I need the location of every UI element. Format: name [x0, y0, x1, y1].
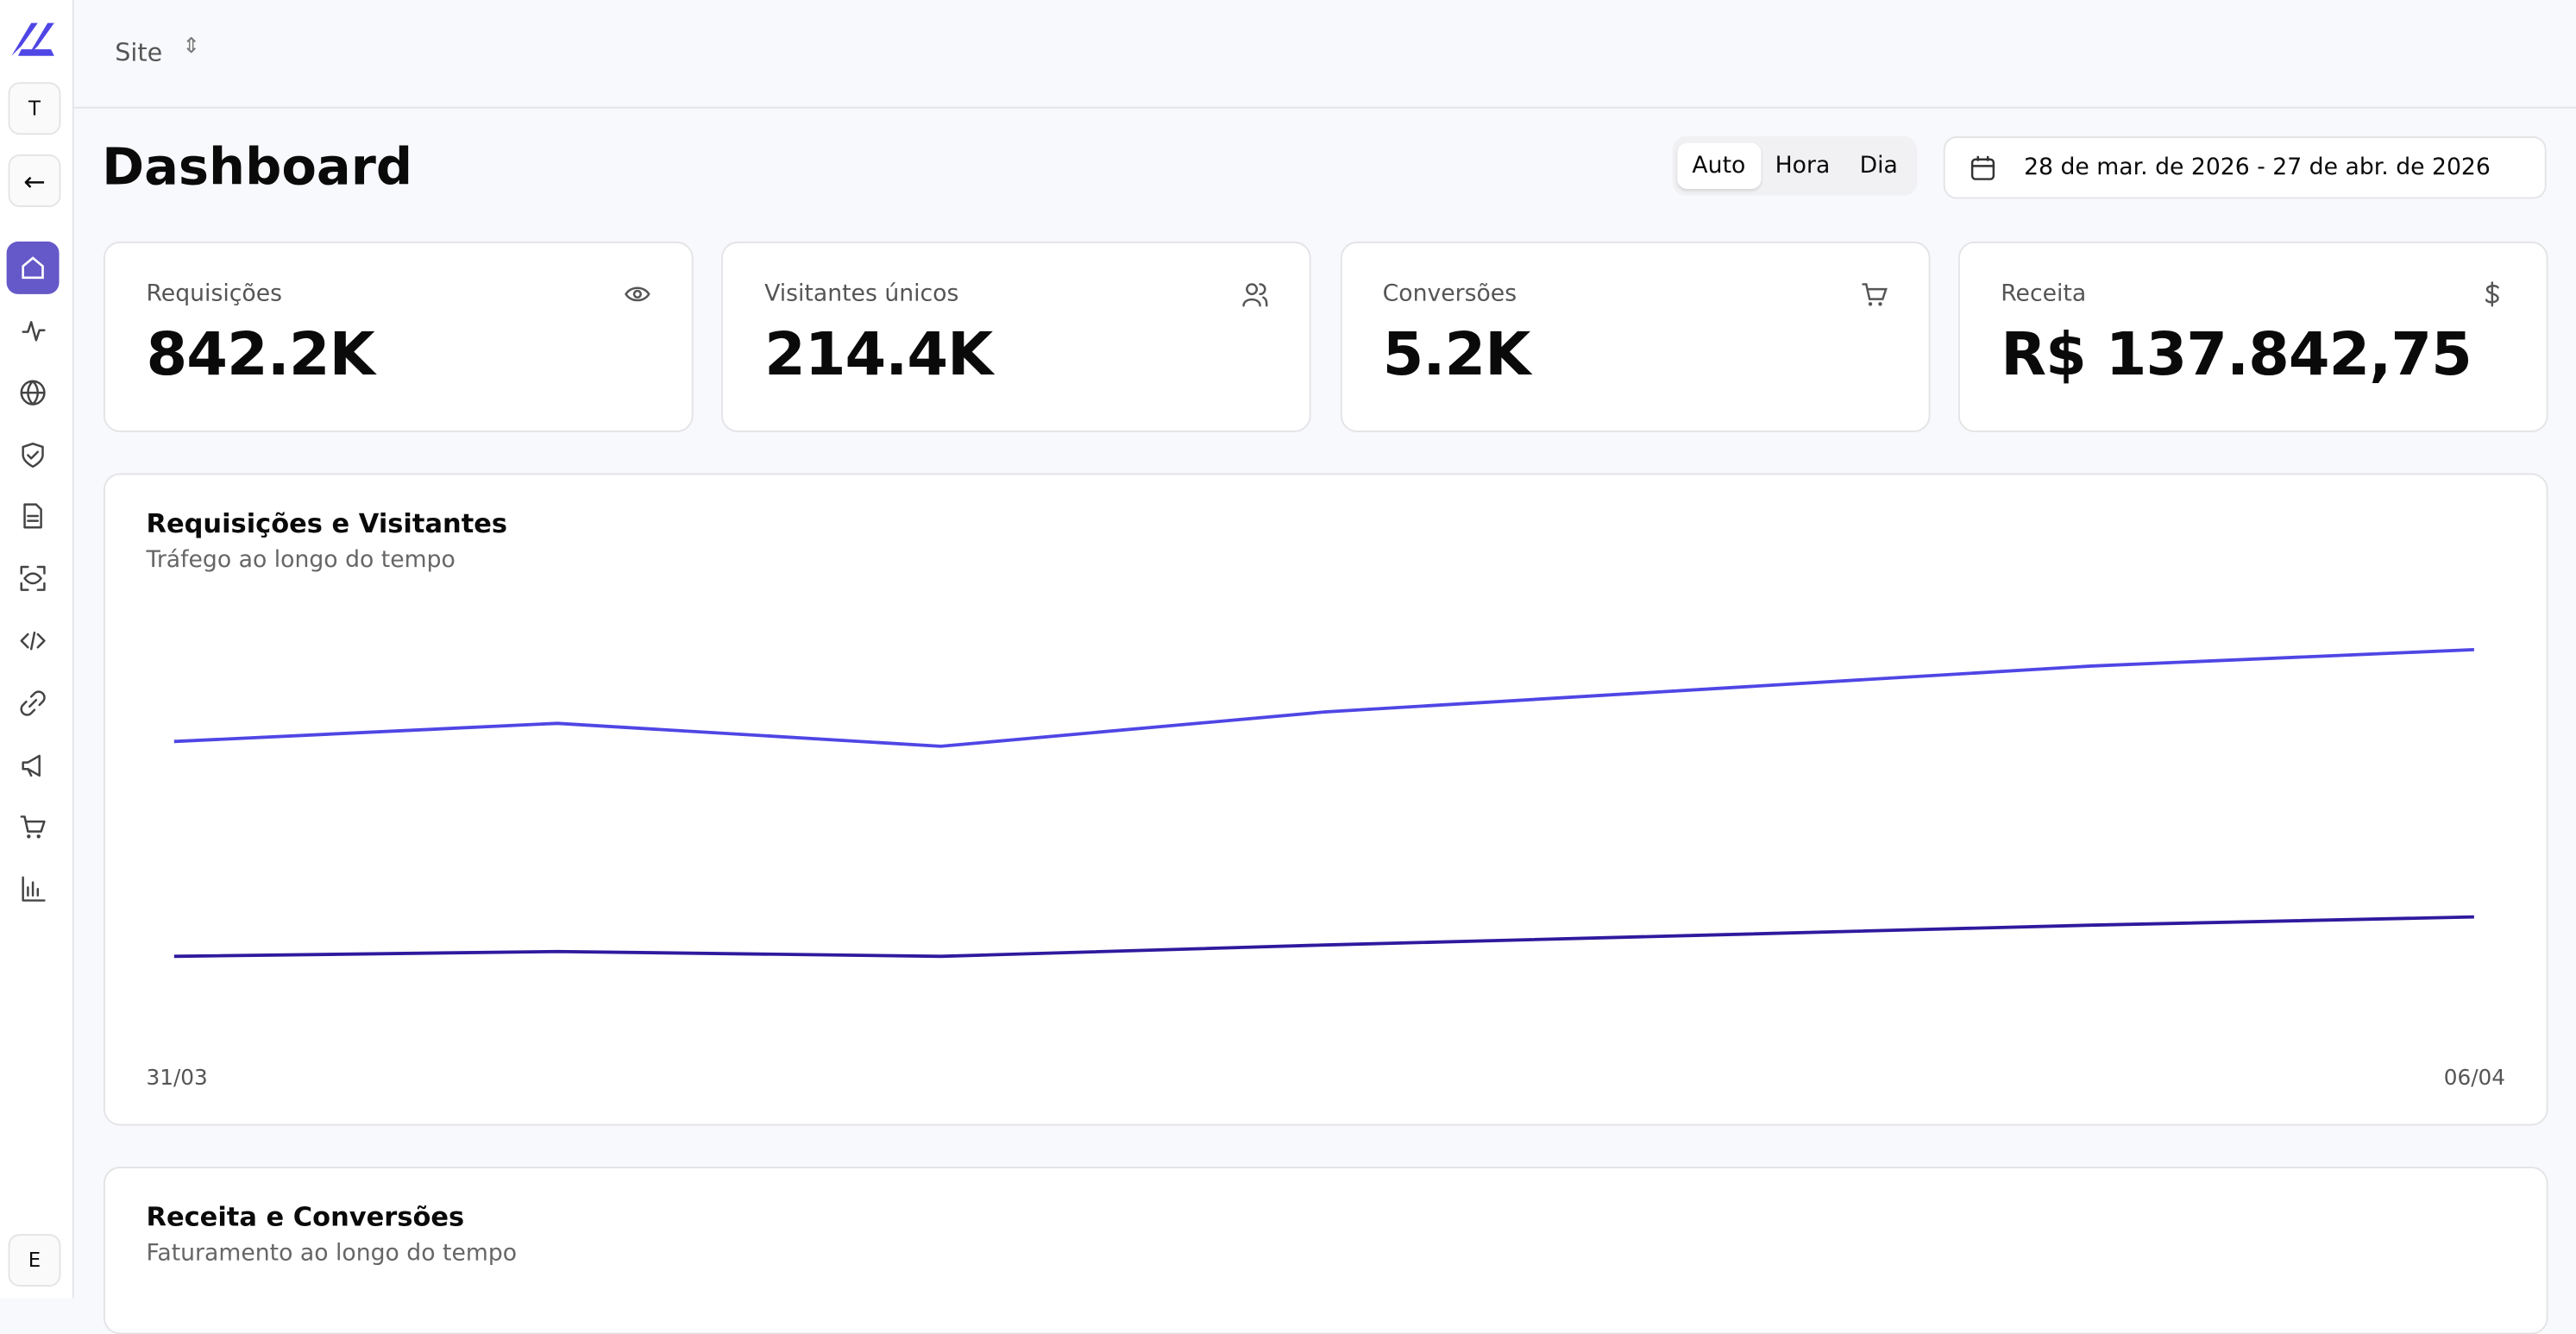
- nav-item[interactable]: [20, 876, 46, 903]
- nav-icon: [20, 566, 46, 592]
- nav-icon: [20, 380, 46, 406]
- traffic-card: Requisições e Visitantes Tráfego ao long…: [103, 473, 2548, 1126]
- nav-icon: [20, 690, 46, 716]
- range-button[interactable]: Dia: [1859, 153, 1898, 179]
- stat-card: Requisições 842.2K: [103, 241, 694, 432]
- nav-item[interactable]: [20, 627, 46, 653]
- nav-item[interactable]: [20, 503, 46, 530]
- stat-label: Receita: [2001, 280, 2087, 308]
- site-selector[interactable]: Site: [115, 37, 163, 68]
- topbar: Site ⇕: [73, 0, 2576, 109]
- stat-icon: [1861, 283, 1888, 306]
- series-line: [173, 915, 2474, 959]
- stat-value: R$ 137.842,75: [2001, 322, 2472, 390]
- date-range: 28 de mar. de 2026 - 27 de abr. de 2026: [2024, 154, 2491, 181]
- icon-path: [1861, 283, 1888, 306]
- stat-icon: [625, 286, 650, 302]
- x-tick-label: 31/03: [146, 1065, 207, 1090]
- series-line: [173, 647, 2474, 748]
- nav-icon: [22, 442, 44, 468]
- page-title: Dashboard: [102, 137, 413, 198]
- x-tick-label: 06/04: [2444, 1065, 2505, 1090]
- logo: [11, 22, 54, 56]
- range-toggle: Auto Hora Dia: [1672, 136, 1918, 196]
- card-subtitle: Faturamento ao longo do tempo: [146, 1240, 518, 1268]
- chart: 31/03 06/04: [146, 647, 2505, 1090]
- icon-path: [625, 286, 650, 302]
- calendar-icon: [1970, 155, 1995, 180]
- nav-icon: [22, 321, 46, 342]
- card-title: Receita e Conversões: [146, 1201, 465, 1233]
- stat-value: 5.2K: [1382, 322, 1531, 390]
- nav-item[interactable]: [20, 752, 46, 777]
- nav-icon: [20, 815, 46, 840]
- chart-title: Requisições e Visitantes: [146, 507, 508, 539]
- nav-item[interactable]: [20, 318, 46, 343]
- stat-card: Conversões 5.2K: [1340, 241, 1930, 432]
- sidebar: T ← E: [0, 0, 74, 1299]
- icon-path: [1242, 283, 1269, 307]
- revenue-card: Receita e Conversões Faturamento ao long…: [103, 1167, 2548, 1334]
- nav-item[interactable]: [20, 380, 46, 406]
- workspace[interactable]: T: [8, 82, 61, 135]
- range-button[interactable]: Hora: [1775, 153, 1831, 179]
- user-avatar[interactable]: E: [8, 1234, 61, 1287]
- nav-icon: [20, 631, 46, 651]
- nav-icon: [22, 877, 46, 903]
- nav-icon: [22, 753, 41, 777]
- stat-value: 214.4K: [764, 322, 993, 390]
- range-button[interactable]: Auto: [1677, 142, 1761, 189]
- stat-value: 842.2K: [146, 322, 374, 390]
- back-button[interactable]: ←: [8, 154, 61, 207]
- stat-card: Visitantes únicos 214.4K: [721, 241, 1312, 432]
- nav-item[interactable]: [20, 441, 46, 468]
- stat-icon: [1242, 283, 1269, 307]
- stat-label: Requisições: [146, 280, 283, 308]
- nav-item[interactable]: [20, 814, 46, 840]
- icon-path: [2485, 281, 2499, 307]
- nav-item[interactable]: [20, 689, 46, 716]
- chart-subtitle: Tráfego ao longo do tempo: [146, 547, 456, 574]
- nav-item[interactable]: [20, 565, 46, 592]
- date-picker[interactable]: 28 de mar. de 2026 - 27 de abr. de 2026: [1943, 136, 2547, 199]
- stat-label: Conversões: [1382, 280, 1517, 308]
- stat-label: Visitantes únicos: [764, 280, 959, 308]
- nav-icon: [23, 504, 42, 530]
- stat-icon: [2485, 281, 2499, 307]
- stat-card: Receita R$ 137.842,75: [1957, 241, 2548, 432]
- nav-home[interactable]: [6, 241, 60, 294]
- selector-icon: ⇕: [182, 34, 201, 60]
